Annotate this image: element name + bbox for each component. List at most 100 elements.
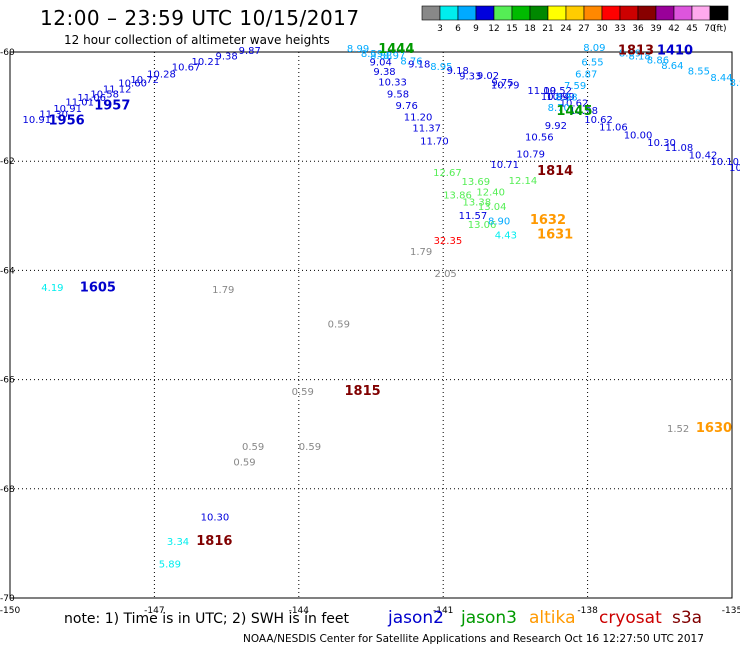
wave-height-value: 8.38 — [555, 93, 577, 104]
wave-height-value: 0.59 — [233, 457, 255, 468]
wave-height-value: 8.59 — [361, 49, 383, 60]
legend-label: 39 — [650, 24, 662, 34]
legend-label: 21 — [542, 24, 553, 34]
wave-height-value: 10.58 — [90, 89, 119, 100]
wave-height-value: 8.18 — [629, 52, 651, 63]
y-tick-label: -68 — [0, 485, 15, 495]
footer-note: note: 1) Time is in UTC; 2) SWH is in fe… — [64, 611, 350, 627]
wave-height-value: 8.95 — [430, 62, 452, 73]
wave-height-value: 9.02 — [477, 71, 499, 82]
wave-height-value: 8.44 — [710, 73, 732, 84]
wave-height-value: 11.70 — [420, 136, 449, 147]
satellite-jason3: jason3 — [461, 608, 517, 628]
wave-height-value: 1.52 — [667, 424, 689, 435]
legend-label: 24 — [560, 24, 572, 34]
wave-height-value: 8.09 — [583, 43, 605, 54]
legend-label: 15 — [506, 24, 517, 34]
wave-height-value: 10.56 — [525, 132, 554, 143]
x-tick-label: -138 — [577, 606, 598, 616]
y-tick-label: -60 — [0, 48, 15, 58]
wave-height-value: 13.38 — [462, 197, 491, 208]
wave-height-value: 10.79 — [516, 149, 545, 160]
time-stamp: 1445 — [556, 104, 592, 119]
legend-label: 12 — [488, 24, 499, 34]
wave-height-value: 11.01 — [65, 98, 94, 109]
wave-height-value: 12.40 — [476, 188, 505, 199]
time-stamp: 1632 — [530, 213, 566, 228]
wave-height-value: 8.64 — [661, 61, 683, 72]
wave-height-value: 11.20 — [404, 112, 433, 123]
legend-label: 18 — [524, 24, 536, 34]
wave-height-value: 9.38 — [216, 52, 238, 63]
wave-height-value: 11.30 — [39, 110, 68, 121]
wave-height-value: 3.34 — [167, 537, 189, 548]
wave-height-value: 13.04 — [478, 202, 507, 213]
wave-height-value: 0.59 — [299, 442, 321, 453]
wave-height-value: 0.59 — [242, 442, 264, 453]
legend-label: 42 — [668, 24, 679, 34]
page-subtitle: 12 hour collection of altimeter wave hei… — [64, 33, 330, 47]
wave-height-value: 10.00 — [624, 130, 653, 141]
wave-height-value: 10.99 — [546, 92, 575, 103]
wave-height-value: 9.76 — [396, 101, 418, 112]
time-stamp: 1630 — [696, 421, 732, 436]
wave-height-value: 9.04 — [370, 58, 392, 69]
legend-label: 45 — [686, 24, 697, 34]
wave-height-value: 9.38 — [373, 67, 395, 78]
wave-height-value: 1.79 — [212, 285, 234, 296]
wave-height-value: 10.94 — [541, 92, 570, 103]
y-tick-label: -66 — [0, 376, 15, 386]
wave-height-value: 11.06 — [77, 93, 106, 104]
wave-height-value: 4.19 — [41, 283, 63, 294]
wave-height-value: 8.09 — [619, 48, 641, 59]
y-tick-label: -64 — [0, 266, 15, 276]
wave-height-value: 10.52 — [543, 86, 572, 97]
wave-height-value: 10.21 — [191, 57, 220, 68]
wave-height-value: 10.98 — [569, 106, 598, 117]
wave-height-value: 12.14 — [509, 176, 538, 187]
legend-label: 36 — [632, 24, 644, 34]
wave-height-value: 9.18 — [408, 59, 430, 70]
wave-height-value: 13.86 — [443, 190, 472, 201]
wave-height-value: 11.12 — [103, 84, 132, 95]
wave-height-value: 8.99 — [347, 44, 369, 55]
wave-height-value: 7.59 — [564, 81, 586, 92]
wave-height-value: 10.28 — [147, 70, 176, 81]
time-stamp: 1816 — [196, 534, 232, 549]
wave-height-value: 10.91 — [53, 104, 82, 115]
wave-height-value: 13.06 — [468, 220, 497, 231]
wave-height-value: 10.30 — [647, 138, 676, 149]
legend-label: 70 — [704, 24, 716, 34]
wave-height-value: 6.87 — [575, 70, 597, 81]
wave-height-value: 10.42 — [689, 150, 718, 161]
x-tick-label: -150 — [0, 606, 20, 616]
time-stamp: 1956 — [49, 114, 85, 129]
wave-height-value: 10.62 — [560, 99, 589, 110]
wave-height-value: 8.90 — [730, 78, 740, 89]
wave-height-value: 11.37 — [412, 124, 441, 135]
wave-height-value: 10.30 — [201, 512, 230, 523]
wave-height-value: 2.05 — [435, 269, 457, 280]
wave-height-value: 10.60 — [118, 78, 147, 89]
wave-height-value: 11.08 — [665, 143, 694, 154]
x-tick-label: -147 — [144, 606, 164, 616]
wave-height-value: 6.55 — [581, 58, 603, 69]
wave-height-value: 0.59 — [328, 320, 350, 331]
legend-label: 3 — [437, 24, 443, 34]
wave-height-value: 9.92 — [545, 121, 567, 132]
time-stamp: 1410 — [657, 44, 693, 59]
y-tick-label: -70 — [0, 594, 15, 604]
x-tick-label: -141 — [433, 606, 453, 616]
satellite-jason2: jason2 — [388, 608, 444, 628]
wave-height-value: 11.09 — [527, 86, 556, 97]
legend-label: 30 — [596, 24, 608, 34]
plot-frame — [9, 51, 733, 599]
legend-label: 27 — [578, 24, 589, 34]
wave-height-value: 10.79 — [491, 81, 520, 92]
wave-height-value: 10.10 — [710, 157, 739, 168]
swh-color-legend: 3 6 9 12 15 18 21 24 27 30 33 36 39 42 45 70(ft) — [421, 5, 729, 34]
wave-height-value: 12.67 — [433, 168, 462, 179]
wave-height-value: 9.58 — [387, 89, 409, 100]
time-stamp: 1815 — [345, 384, 381, 399]
